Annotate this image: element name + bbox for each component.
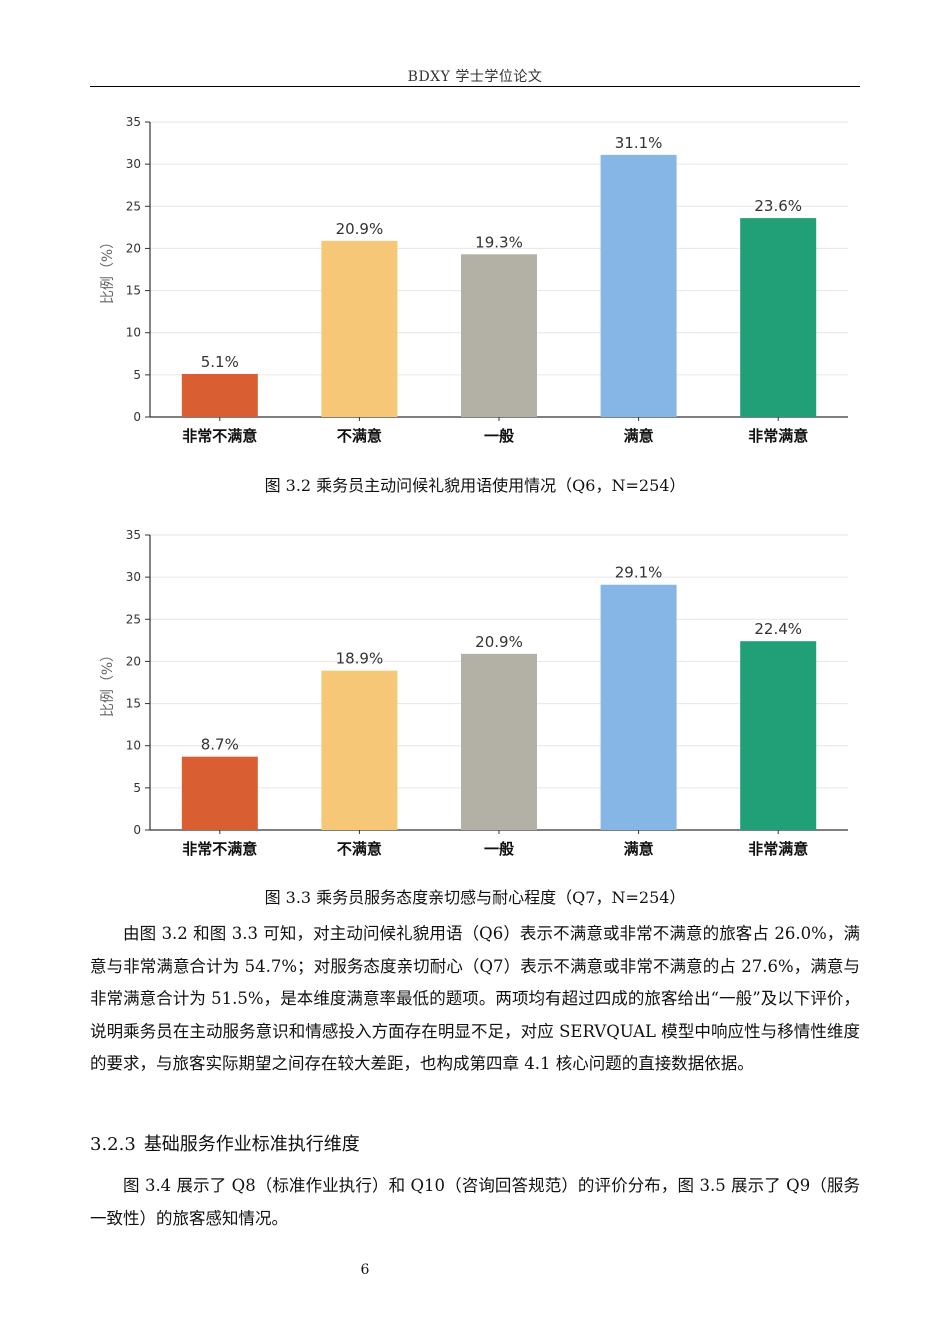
bar bbox=[461, 653, 537, 830]
y-tick-label: 15 bbox=[126, 697, 141, 711]
y-tick-label: 10 bbox=[126, 739, 141, 753]
y-tick-label: 20 bbox=[126, 654, 141, 668]
x-tick-label: 不满意 bbox=[337, 840, 382, 858]
data-label: 18.9% bbox=[336, 650, 384, 668]
section-heading: 3.2.3 基础服务作业标准执行维度 bbox=[90, 1130, 360, 1156]
data-label: 31.1% bbox=[615, 134, 663, 152]
y-tick-label: 5 bbox=[133, 368, 141, 382]
y-tick-label: 30 bbox=[126, 157, 141, 171]
page-number: 6 bbox=[360, 1262, 370, 1278]
bar bbox=[740, 218, 817, 417]
body-paragraph-1: 由图 3.2 和图 3.3 可知，对主动问候礼貌用语（Q6）表示不满意或非常不满… bbox=[90, 924, 860, 1073]
y-tick-label: 25 bbox=[126, 199, 141, 213]
header-rule bbox=[90, 86, 860, 87]
y-tick-label: 5 bbox=[133, 781, 141, 795]
figure-caption-3-3: 图 3.3 乘务员服务态度亲切感与耐心程度（Q7，N=254） bbox=[264, 888, 686, 907]
data-label: 22.4% bbox=[754, 620, 802, 638]
x-tick-label: 一般 bbox=[484, 840, 514, 858]
bar-chart-q7: 0 5 10 15 20 25 30 35 比例（%） 8.7% 非常不满意 18.9% 不满意 20.9… bbox=[100, 528, 848, 858]
y-tick-label: 10 bbox=[126, 326, 141, 340]
bar bbox=[600, 154, 677, 417]
data-label: 20.9% bbox=[475, 633, 523, 651]
data-label: 20.9% bbox=[336, 220, 384, 238]
bar bbox=[321, 240, 398, 417]
y-tick-label: 15 bbox=[126, 284, 141, 298]
x-tick-label: 非常不满意 bbox=[182, 427, 257, 445]
bar bbox=[181, 374, 258, 417]
x-tick-label: 一般 bbox=[484, 427, 514, 445]
y-tick-label: 35 bbox=[126, 115, 141, 129]
figure-caption-3-2: 图 3.2 乘务员主动问候礼貌用语使用情况（Q6，N=254） bbox=[264, 476, 686, 495]
x-tick-label: 非常满意 bbox=[748, 840, 808, 858]
data-label: 5.1% bbox=[201, 353, 239, 371]
data-label: 29.1% bbox=[615, 564, 663, 582]
body-paragraph-2: 图 3.4 展示了 Q8（标准作业执行）和 Q10（咨询回答规范）的评价分布，图… bbox=[90, 1176, 860, 1228]
y-tick-label: 0 bbox=[133, 823, 141, 837]
bar bbox=[461, 254, 537, 417]
x-tick-label: 满意 bbox=[624, 840, 654, 858]
x-tick-label: 非常满意 bbox=[748, 427, 808, 445]
bar bbox=[181, 756, 258, 830]
y-tick-label: 35 bbox=[126, 528, 141, 542]
bar bbox=[740, 641, 817, 830]
y-tick-label: 0 bbox=[133, 410, 141, 424]
x-tick-label: 非常不满意 bbox=[182, 840, 257, 858]
y-tick-label: 25 bbox=[126, 612, 141, 626]
y-axis-label: 比例（%） bbox=[100, 235, 116, 304]
section-title: 基础服务作业标准执行维度 bbox=[143, 1134, 360, 1155]
data-label: 19.3% bbox=[475, 233, 523, 251]
bar-chart-q6: 0 5 10 15 20 25 30 35 比例（%） 5.1% 非常不满意 20.9% 不满意 19.3… bbox=[100, 115, 848, 445]
running-header: BDXY 学士学位论文 bbox=[407, 69, 543, 85]
bar bbox=[321, 670, 398, 830]
x-tick-label: 不满意 bbox=[337, 427, 382, 445]
section-number: 3.2.3 bbox=[90, 1134, 136, 1155]
y-tick-label: 20 bbox=[126, 241, 141, 255]
data-label: 23.6% bbox=[754, 197, 802, 215]
data-label: 8.7% bbox=[201, 736, 239, 754]
bar bbox=[600, 584, 677, 830]
y-axis-label: 比例（%） bbox=[100, 648, 116, 717]
y-tick-label: 30 bbox=[126, 570, 141, 584]
x-tick-label: 满意 bbox=[624, 427, 654, 445]
